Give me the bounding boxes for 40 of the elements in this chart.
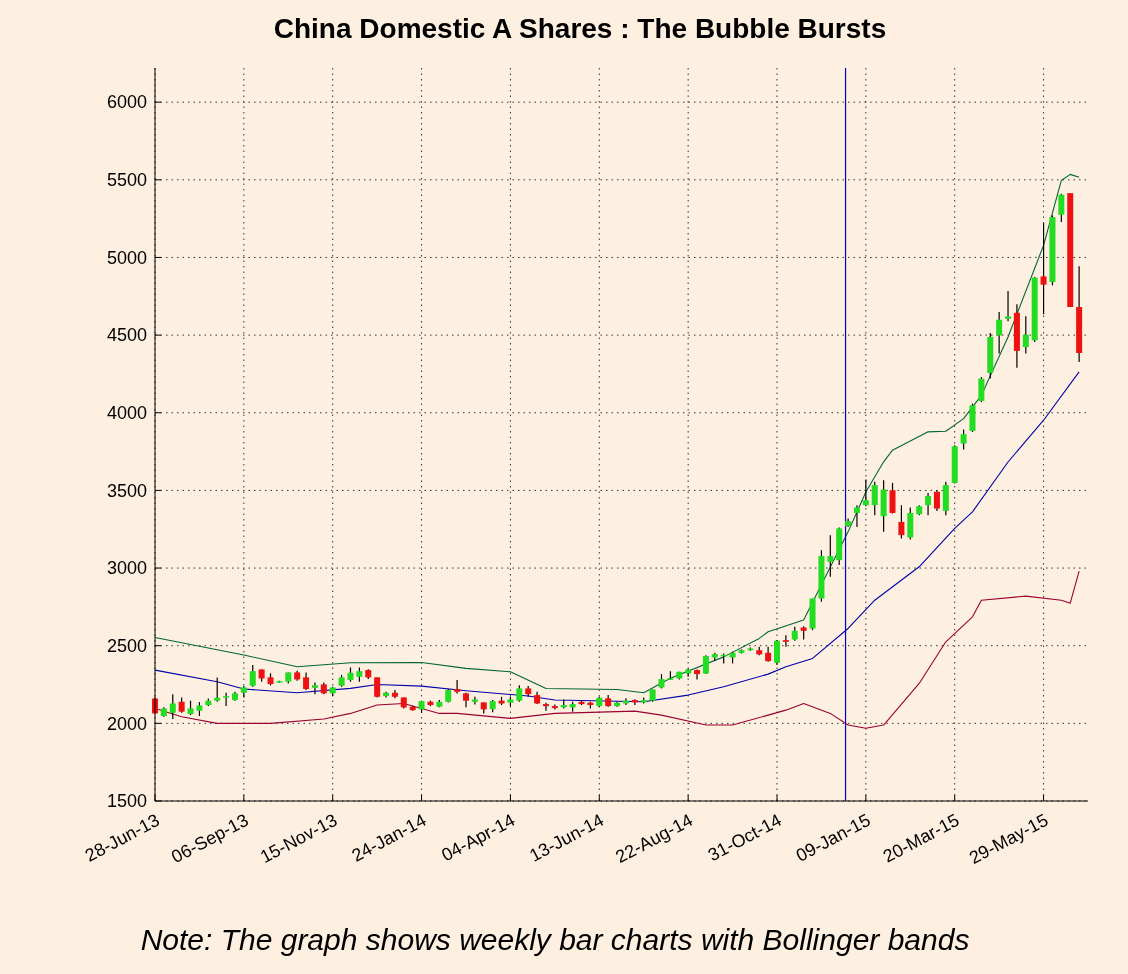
chart-title: China Domestic A Shares : The Bubble Bursts — [273, 13, 887, 44]
y-tick-label: 3000 — [106, 558, 147, 579]
candlestick — [933, 489, 940, 512]
candlestick — [1005, 290, 1012, 322]
y-tick-label: 1500 — [106, 791, 147, 812]
candlestick — [925, 492, 932, 516]
candlestick — [978, 376, 985, 403]
y-tick-label: 5500 — [106, 170, 147, 191]
candlestick — [827, 534, 834, 578]
y-tick-label: 6000 — [106, 92, 147, 113]
candlestick — [542, 702, 549, 712]
candlestick — [454, 679, 461, 694]
y-tick-label: 3500 — [106, 480, 147, 501]
candlestick — [898, 504, 905, 540]
y-tick-label: 2500 — [106, 636, 147, 656]
text: Note: The graph shows weekly bar charts with Bollinger bands — [140, 923, 970, 956]
y-tick-label: 4500 — [106, 325, 147, 346]
candlestick — [960, 428, 967, 451]
candlestick — [889, 482, 896, 515]
candlestick — [169, 693, 176, 720]
candlestick — [782, 634, 789, 648]
y-tick-label: 4000 — [106, 403, 147, 424]
candlestick — [223, 692, 230, 707]
candlestick — [996, 311, 1003, 355]
candlestick — [249, 664, 256, 688]
candlestick — [1040, 222, 1047, 315]
candlestick — [871, 481, 878, 516]
candlestick — [214, 676, 221, 703]
candlestick — [311, 681, 318, 695]
candlestick — [853, 504, 860, 528]
candlestick — [551, 703, 558, 710]
candlestick — [862, 478, 869, 507]
y-tick-label: 5000 — [106, 247, 147, 268]
line-series — [154, 371, 1080, 703]
candlestick — [774, 639, 780, 666]
y-tick-label: 2000 — [106, 713, 147, 734]
candlestick — [1058, 193, 1065, 223]
line-series — [154, 173, 1080, 694]
candlestick — [694, 668, 701, 680]
candlestick — [1022, 315, 1029, 355]
